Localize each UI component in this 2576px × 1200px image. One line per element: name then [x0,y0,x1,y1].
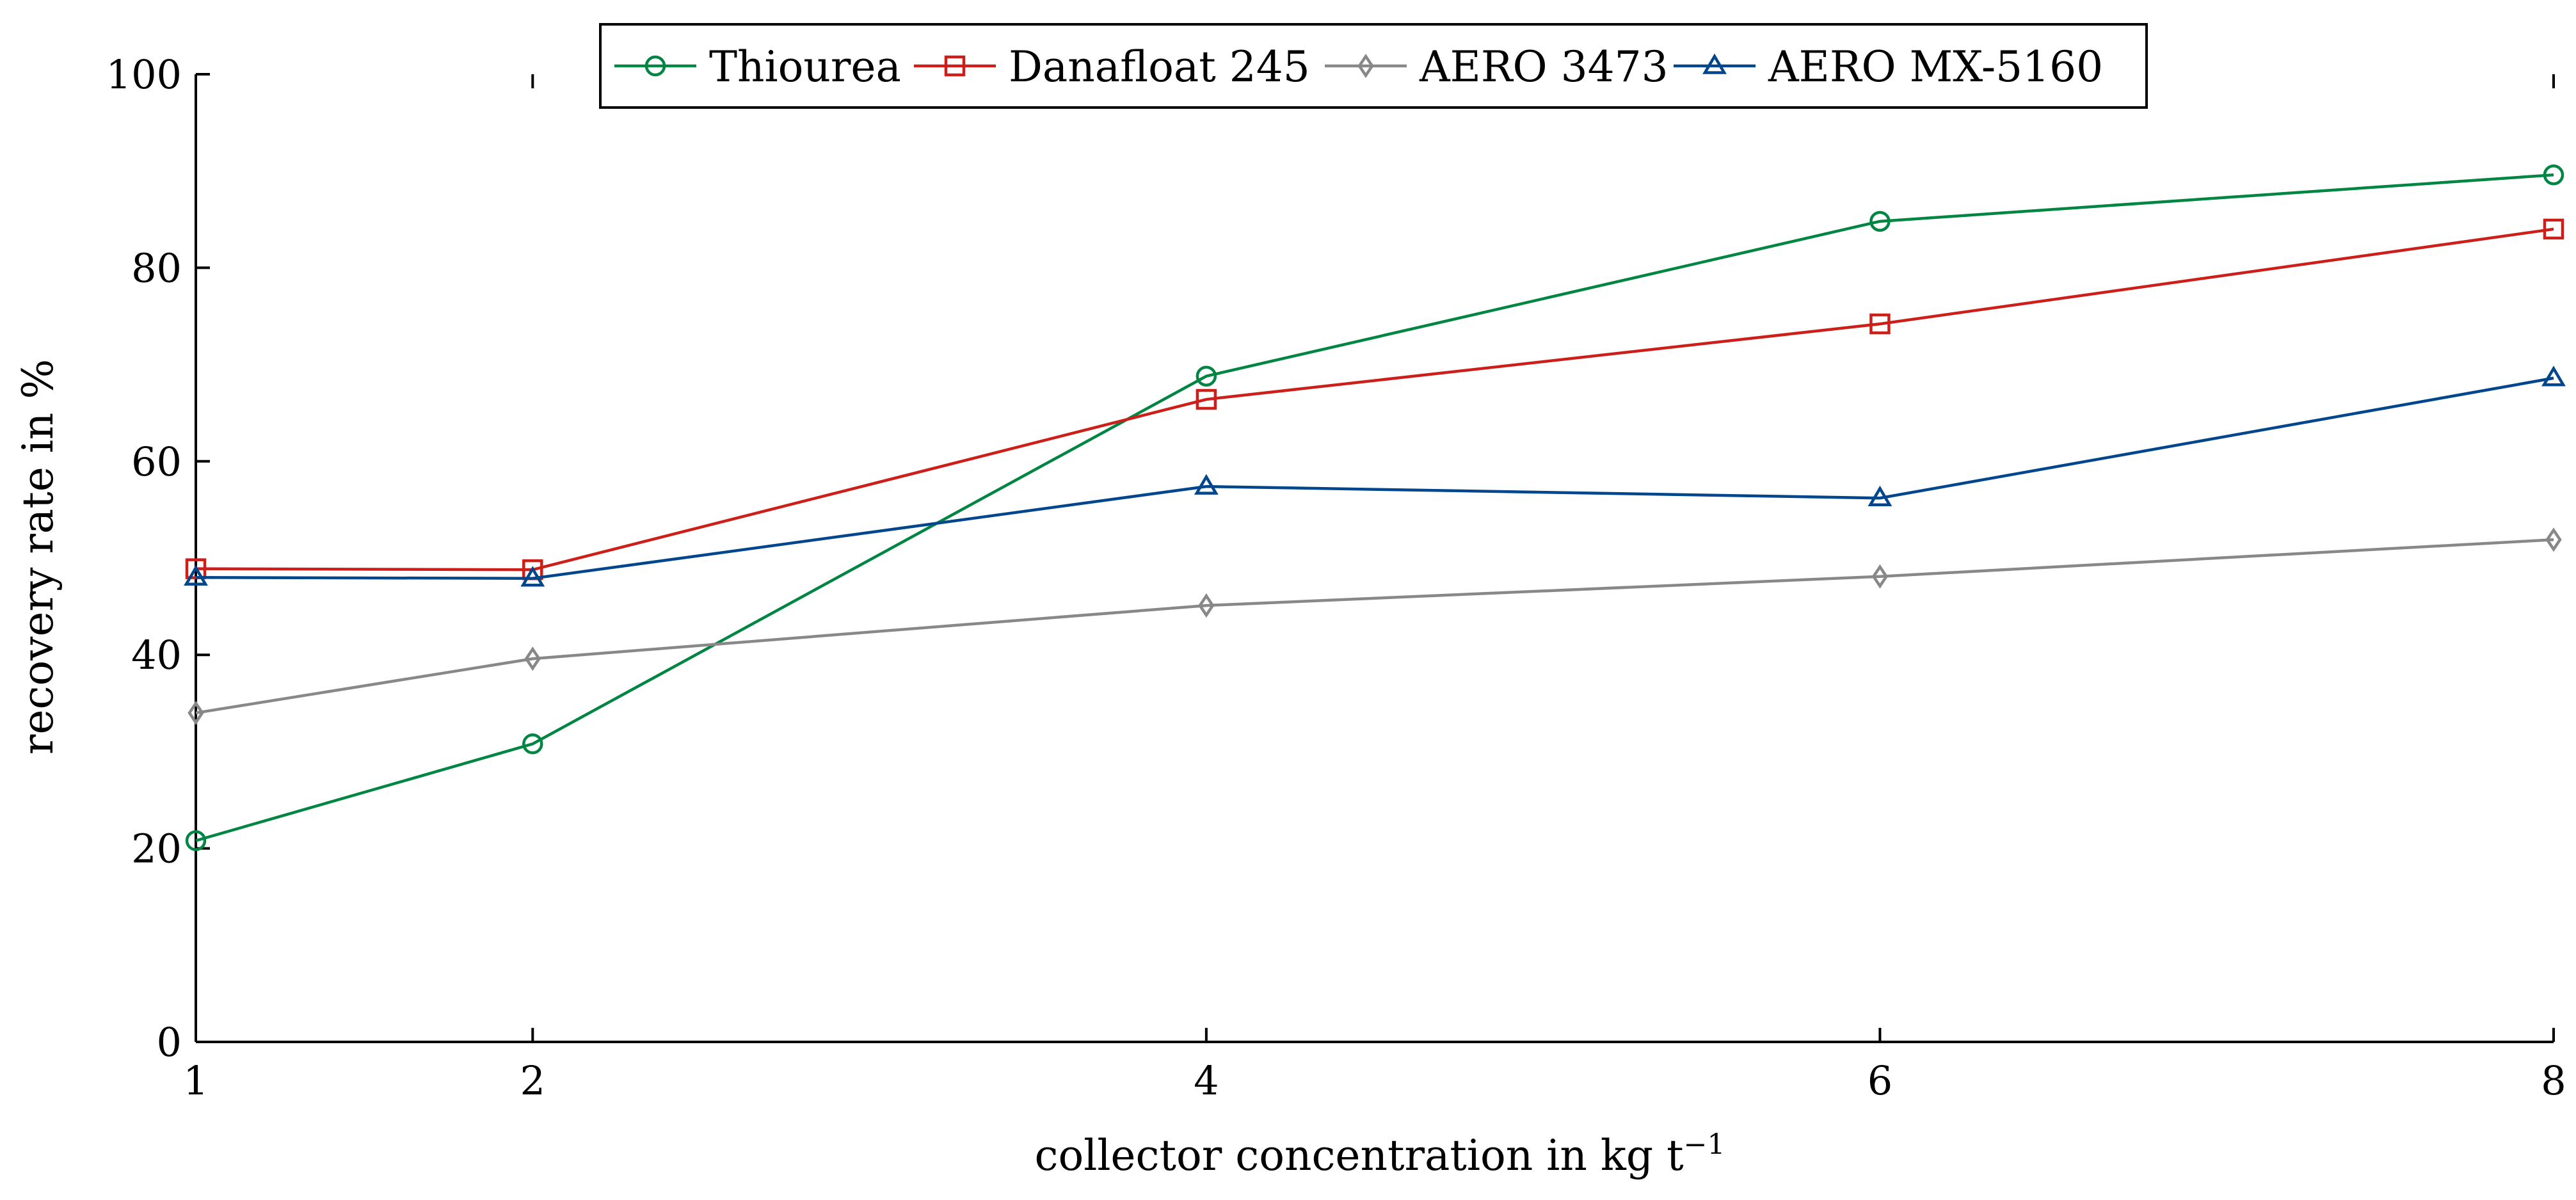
x-axis-title-text: collector concentration in kg t [1035,1131,1684,1180]
y-axis-title: recovery rate in % [13,359,63,755]
legend-entry: Danafloat 245 [914,42,1310,92]
data-point-diamond [1357,53,1374,79]
legend-label: Thiourea [709,42,901,92]
data-point-triangle [1194,474,1219,495]
y-tick-label: 100 [106,51,182,98]
data-point-square [2543,218,2564,240]
data-point-square [944,55,966,77]
data-point-square [1869,313,1891,335]
series-line [195,227,2554,572]
data-point-circle [1869,211,1891,232]
x-tick-label: 6 [1868,1057,1892,1104]
legend-entry: AERO MX-5160 [1674,42,2103,92]
x-tick-label: 2 [520,1057,545,1104]
data-point-circle [644,55,666,77]
x-tick-label: 1 [183,1057,208,1104]
series-layer [184,164,2566,851]
y-tick-label: 0 [157,1019,182,1066]
data-point-circle [1196,365,1217,387]
data-point-square [1196,388,1217,410]
data-point-circle [2543,164,2564,186]
series-aero-mx-5160 [184,365,2566,587]
data-point-circle [185,830,207,851]
legend-label: Danafloat 245 [1009,42,1310,92]
series-thiourea [185,164,2564,851]
legend-entry: Thiourea [614,42,901,92]
y-tick-label: 80 [131,244,182,291]
data-point-triangle [1868,485,1892,507]
data-point-diamond [1198,593,1215,618]
x-axis-title: collector concentration in kg t−1 [1035,1128,1725,1181]
y-tick-label: 20 [131,826,182,872]
data-point-triangle [2541,365,2566,387]
data-point-diamond [2545,527,2562,552]
series-danafloat-245 [185,218,2564,580]
series-line [195,376,2554,580]
y-tick-label: 40 [131,632,182,678]
data-point-circle [522,733,543,755]
legend-label: AERO MX-5160 [1768,42,2103,92]
data-point-diamond [524,646,541,671]
x-axis-title-superscript: −1 [1684,1128,1725,1161]
series-aero-3473 [188,527,2562,725]
y-tick-label: 60 [131,438,182,485]
data-point-diamond [1871,564,1889,589]
series-line [195,173,2554,842]
series-line [195,538,2554,715]
legend-entry: AERO 3473 [1325,42,1668,92]
x-tick-label: 8 [2541,1057,2566,1104]
data-point-triangle [1702,53,1727,74]
data-point-diamond [188,700,204,725]
legend-label: AERO 3473 [1419,42,1668,92]
x-tick-label: 4 [1194,1057,1219,1104]
legend: Thiourea Danafloat 245 AERO 3473 AERO MX-51… [599,23,2148,109]
data-point-triangle [520,566,545,587]
data-point-triangle [184,564,208,586]
